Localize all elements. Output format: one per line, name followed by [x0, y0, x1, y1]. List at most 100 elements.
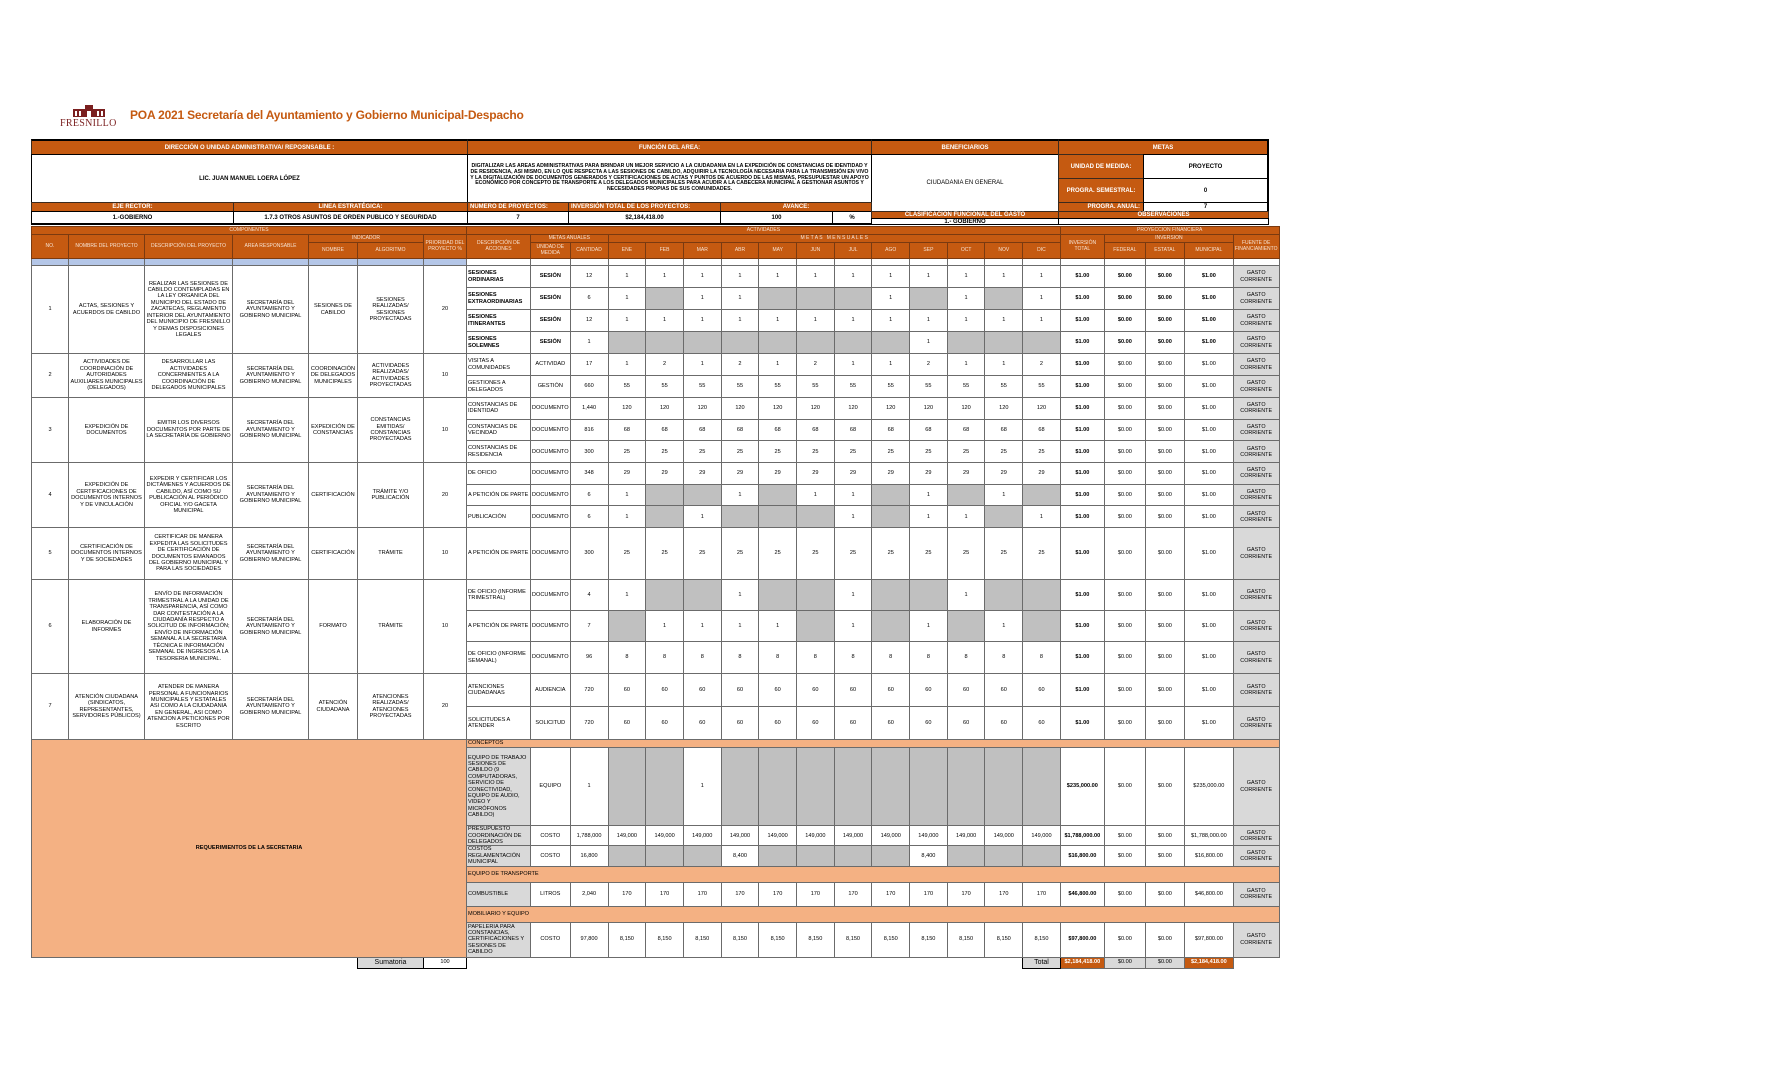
month-cell-empty	[1022, 483, 1061, 507]
month-cell-empty	[645, 747, 684, 827]
spacer-cell	[466, 258, 531, 266]
month-cell: 2	[796, 353, 835, 376]
month-cell: 25	[720, 527, 760, 581]
inversion-municipal: $1.00	[1183, 331, 1234, 354]
month-cell-empty	[607, 845, 647, 867]
accion-descripcion: COMBUSTIBLE	[466, 881, 531, 907]
month-cell: 1	[682, 287, 722, 310]
inversion-estatal: $0.00	[1144, 353, 1185, 376]
month-cell: 68	[607, 418, 647, 442]
month-cell: 8,150	[871, 921, 911, 958]
month-cell: 1	[871, 265, 911, 288]
month-cell: 25	[946, 440, 986, 464]
inversion-total: $1.00	[1059, 462, 1105, 485]
month-cell: 170	[720, 881, 760, 907]
project-area: SECRETARÍA DEL AYUNTAMIENTO Y GOBIERNO M…	[232, 462, 309, 529]
inversion-federal: $0.00	[1103, 921, 1146, 958]
col-nombre-proyecto: NOMBRE DEL PROYECTO	[68, 234, 145, 259]
month-cell: 68	[833, 418, 873, 442]
month-cell: 55	[645, 375, 684, 398]
sumatoria-label: Sumatoria	[357, 956, 424, 969]
month-cell: 1	[682, 353, 722, 376]
month-cell-empty	[1022, 331, 1061, 354]
inversion-total: $1.00	[1059, 397, 1105, 420]
month-cell: 1	[909, 505, 948, 529]
inversion-total: $97,800.00	[1059, 921, 1105, 958]
project-descripcion: REALIZAR LAS SESIONES DE CABILDO CONTEMP…	[144, 265, 233, 354]
month-cell-empty	[833, 287, 873, 310]
project-prioridad: 20	[423, 673, 467, 741]
cantidad: 2,040	[569, 881, 609, 907]
month-cell-empty	[720, 747, 760, 827]
inversion-federal: $0.00	[1103, 483, 1146, 507]
fuente-financiamiento: GASTO CORRIENTE	[1232, 353, 1280, 376]
fuente-financiamiento: GASTO CORRIENTE	[1232, 462, 1280, 485]
month-cell: 25	[645, 527, 684, 581]
month-cell: 1	[758, 610, 798, 643]
month-cell-empty	[984, 747, 1024, 827]
total-estatal: $0.00	[1144, 956, 1185, 969]
month-cell-empty	[1022, 845, 1061, 867]
requirement-row: PAPELERIA PARA CONSTANCIAS, CERTIFICACIO…	[32, 921, 1280, 958]
month-cell: 1	[1022, 287, 1061, 310]
month-cell-empty	[607, 610, 647, 643]
project-algoritmo: TRÁMITE	[357, 527, 424, 581]
month-cell: 149,000	[607, 825, 647, 847]
inversion-estatal: $0.00	[1144, 440, 1185, 464]
accion-descripcion: SESIONES SOLEMNES	[466, 331, 531, 354]
month-cell-empty	[946, 845, 986, 867]
month-cell: 55	[682, 375, 722, 398]
col-unidad-medida: UNIDAD DE MEDIDA	[530, 242, 571, 259]
month-cell: 1	[946, 579, 986, 612]
month-cell-empty	[682, 331, 722, 354]
project-indicador: SESIONES DE CABILDO	[308, 265, 358, 354]
month-cell: 60	[909, 673, 948, 708]
month-cell: 1	[909, 610, 948, 643]
month-cell: 1	[758, 309, 798, 332]
month-cell: 1	[833, 353, 873, 376]
month-cell: 8	[909, 641, 948, 675]
eje-value: 1.-GOBIERNO	[31, 211, 234, 225]
month-cell: 29	[984, 462, 1024, 485]
month-cell: 1	[607, 353, 647, 376]
unidad-medida-value: PROYECTO	[1143, 154, 1269, 179]
inversion-total: $1.00	[1059, 265, 1105, 288]
spacer-cell	[645, 258, 684, 266]
unidad-medida: DOCUMENTO	[530, 527, 571, 581]
cantidad: 1	[569, 747, 609, 827]
inversion-estatal: $0.00	[1144, 309, 1185, 332]
month-cell-empty	[682, 579, 722, 612]
inversion-municipal: $1.00	[1183, 673, 1234, 708]
logo-text: FRESNILLO	[60, 118, 117, 129]
fuente-financiamiento: GASTO CORRIENTE	[1232, 375, 1280, 398]
month-cell: 8,150	[909, 921, 948, 958]
inversion-estatal: $0.00	[1144, 418, 1185, 442]
inversion-total: $1.00	[1059, 673, 1105, 708]
month-cell: 8	[871, 641, 911, 675]
col-metas-mensuales: M E T A S M E N S U A L E S	[607, 234, 1061, 243]
cantidad: 300	[569, 527, 609, 581]
accion-descripcion: SESIONES ORDINARIAS	[466, 265, 531, 288]
month-cell: 8,150	[645, 921, 684, 958]
month-cell: 25	[984, 527, 1024, 581]
month-cell: 1	[720, 483, 760, 507]
month-cell: 8,150	[1022, 921, 1061, 958]
project-area: SECRETARÍA DEL AYUNTAMIENTO Y GOBIERNO M…	[232, 673, 309, 741]
month-cell-empty	[607, 331, 647, 354]
spacer-cell	[871, 258, 911, 266]
month-cell-empty	[871, 505, 911, 529]
month-cell: 1	[720, 287, 760, 310]
unidad-medida: SESIÓN	[530, 309, 571, 332]
spacer-cell	[720, 258, 760, 266]
inversion-federal: $0.00	[1103, 673, 1146, 708]
month-cell: 60	[946, 673, 986, 708]
page-title: POA 2021 Secretaría del Ayuntamiento y G…	[130, 108, 524, 122]
month-cell: 170	[909, 881, 948, 907]
inversion-federal: $0.00	[1103, 265, 1146, 288]
spacer-cell	[144, 258, 233, 266]
cantidad: 17	[569, 353, 609, 376]
month-cell-empty	[871, 845, 911, 867]
month-cell-empty	[796, 287, 835, 310]
month-cell: 8	[796, 641, 835, 675]
month-cell-empty	[984, 505, 1024, 529]
